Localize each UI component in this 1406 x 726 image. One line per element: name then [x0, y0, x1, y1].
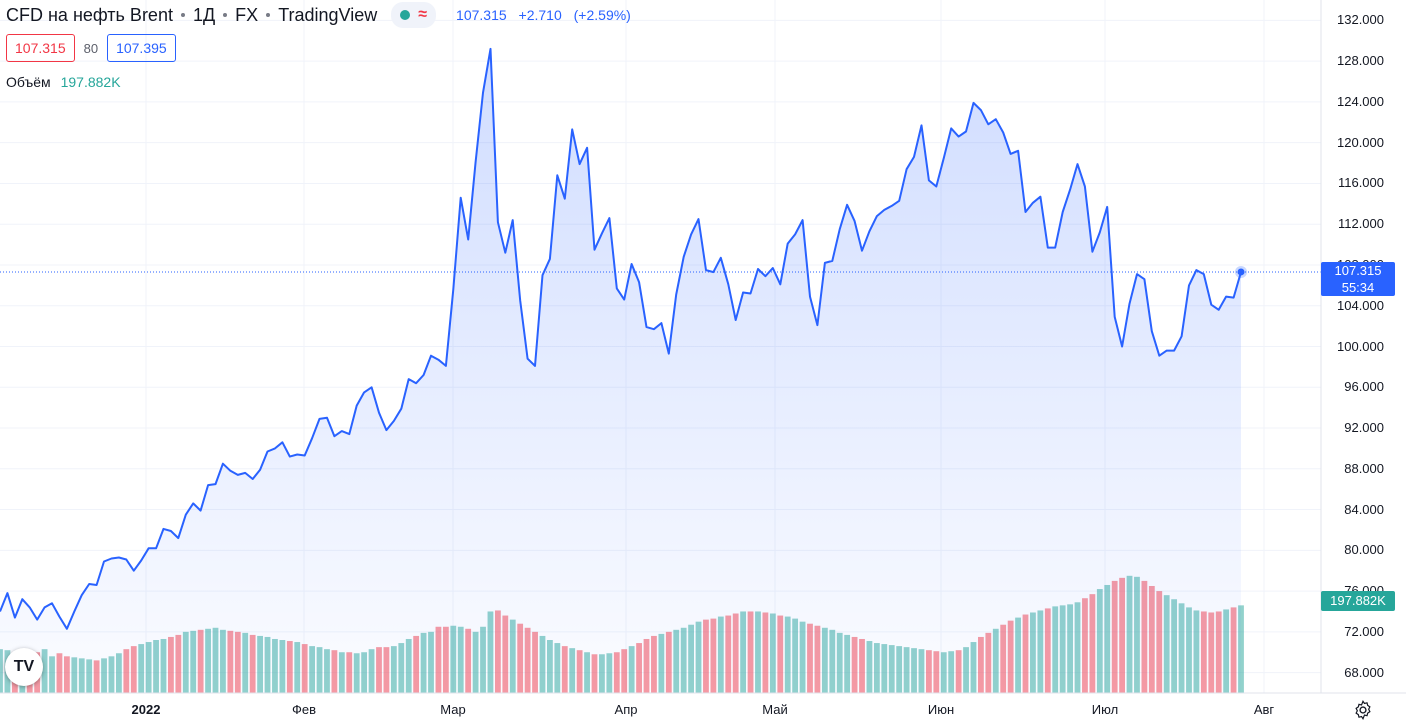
y-tick-label: 104.000 [1337, 297, 1384, 313]
y-tick-label: 120.000 [1337, 134, 1384, 150]
change-abs: +2.710 [518, 7, 562, 23]
separator-dot [180, 13, 185, 17]
x-tick-label: Фев [291, 702, 317, 717]
y-tick-label: 128.000 [1337, 53, 1384, 69]
buy-price-button[interactable]: 107.395 [107, 34, 176, 62]
x-tick-label: Авг [1253, 702, 1275, 717]
exchange: FX [235, 4, 259, 25]
y-tick-label: 68.000 [1344, 664, 1384, 680]
change-pct: (+2.59%) [573, 7, 631, 23]
provider: TradingView [278, 4, 378, 25]
price-tag-value: 107.315 [1334, 262, 1382, 278]
wave-icon: ≈ [418, 6, 428, 23]
gear-icon[interactable] [1352, 699, 1374, 721]
y-tick-label: 96.000 [1344, 379, 1384, 395]
separator-dot [223, 13, 228, 17]
y-tick-label: 72.000 [1344, 623, 1384, 639]
sell-price-button[interactable]: 107.315 [6, 34, 75, 62]
last-price: 107.315 [456, 7, 507, 23]
x-tick-label: 2022 [131, 702, 161, 717]
x-tick-label: Июн [927, 702, 955, 717]
interval[interactable]: 1Д [192, 4, 216, 25]
symbol-legend[interactable]: CFD на нефть Brent 1Д FX TradingView ≈ 1… [6, 2, 639, 28]
x-tick-label: Мар [440, 702, 466, 717]
symbol-title[interactable]: CFD на нефть Brent [6, 4, 173, 25]
quote-row: 107.315 80 107.395 [6, 34, 176, 62]
volume-value: 197.882K [60, 74, 121, 90]
y-tick-label: 112.000 [1337, 216, 1384, 232]
x-tick-label: Июл [1091, 702, 1119, 717]
price-area [0, 47, 1321, 693]
y-tick-label: 124.000 [1337, 93, 1384, 109]
market-status-pill[interactable]: ≈ [391, 2, 437, 28]
current-price-tag: 107.315 55:34 [1321, 261, 1395, 296]
price-area-fill [0, 48, 1241, 693]
price-readout: 107.315 +2.710 (+2.59%) [456, 7, 639, 23]
volume-legend[interactable]: Объём 197.882K [6, 74, 121, 90]
y-tick-label: 88.000 [1344, 460, 1384, 476]
price-line [0, 47, 1242, 630]
spread-value: 80 [83, 40, 99, 56]
price-tag-countdown: 55:34 [1341, 279, 1375, 295]
y-tick-label: 80.000 [1344, 542, 1384, 558]
y-tick-label: 132.000 [1337, 12, 1384, 28]
separator-dot [266, 13, 271, 17]
last-point-marker [1237, 268, 1245, 276]
y-tick-label: 84.000 [1344, 501, 1384, 517]
y-tick-label: 100.000 [1337, 338, 1384, 354]
current-volume-tag: 197.882K [1321, 591, 1395, 612]
x-tick-label: Апр [614, 702, 638, 717]
volume-label: Объём [6, 74, 51, 90]
y-tick-label: 116.000 [1337, 175, 1384, 191]
tradingview-logo[interactable]: TV [5, 648, 43, 686]
market-open-dot-icon [400, 10, 411, 20]
x-tick-label: Май [762, 702, 788, 717]
y-tick-label: 92.000 [1344, 420, 1384, 436]
